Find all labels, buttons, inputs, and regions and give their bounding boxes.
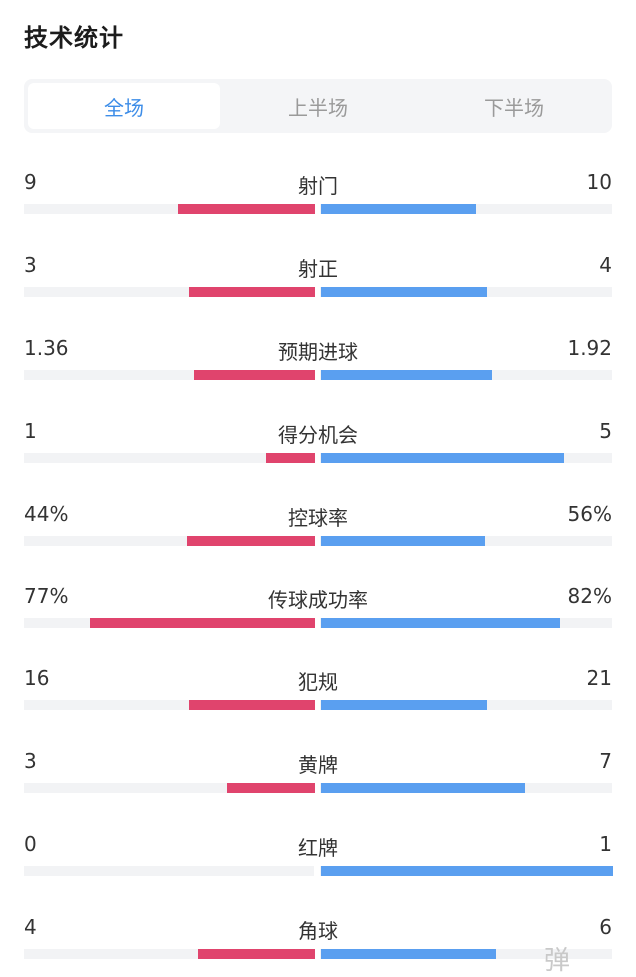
- away-bar: [321, 866, 613, 876]
- stat-row: 9 射门 10: [24, 170, 612, 230]
- home-value: 0: [24, 832, 37, 856]
- away-value: 1.92: [567, 336, 612, 360]
- period-tabs: 全场 上半场 下半场: [24, 79, 612, 133]
- tab-first-half[interactable]: 上半场: [288, 95, 348, 120]
- home-value: 9: [24, 170, 37, 194]
- home-bar: [178, 204, 315, 214]
- stat-label: 角球: [298, 919, 338, 943]
- away-value: 7: [599, 749, 612, 773]
- away-value: 1: [599, 832, 612, 856]
- stat-row: 77% 传球成功率 82%: [24, 584, 612, 644]
- away-bar: [321, 949, 496, 959]
- away-bar: [321, 536, 485, 546]
- stat-row: 1 得分机会 5: [24, 419, 612, 479]
- home-value: 44%: [24, 502, 69, 526]
- home-track: [24, 287, 314, 297]
- home-track: [24, 783, 314, 793]
- tab-second-half[interactable]: 下半场: [484, 95, 544, 120]
- home-value: 3: [24, 749, 37, 773]
- home-value: 3: [24, 253, 37, 277]
- stat-label: 得分机会: [278, 423, 358, 447]
- away-value: 82%: [567, 584, 612, 608]
- away-value: 5: [599, 419, 612, 443]
- stat-label: 控球率: [288, 506, 348, 530]
- away-value: 4: [599, 253, 612, 277]
- home-track: [24, 204, 314, 214]
- away-value: 21: [586, 666, 612, 690]
- away-bar: [321, 618, 560, 628]
- stat-row: 1.36 预期进球 1.92: [24, 336, 612, 396]
- home-track: [24, 949, 314, 959]
- stat-row: 3 射正 4: [24, 253, 612, 313]
- stat-row: 3 黄牌 7: [24, 749, 612, 809]
- home-track: [24, 453, 314, 463]
- home-bar: [189, 287, 315, 297]
- home-track: [24, 370, 314, 380]
- home-track: [24, 866, 314, 876]
- home-value: 16: [24, 666, 50, 690]
- stat-label: 犯规: [298, 670, 338, 694]
- stat-label: 射正: [298, 257, 338, 281]
- page-title: 技术统计: [24, 24, 124, 52]
- stat-label: 传球成功率: [268, 588, 368, 612]
- stat-label: 预期进球: [278, 340, 358, 364]
- home-track: [24, 700, 314, 710]
- stat-row: 16 犯规 21: [24, 666, 612, 726]
- stat-row: 4 角球 6: [24, 915, 612, 975]
- home-value: 77%: [24, 584, 69, 608]
- stat-row: 0 红牌 1: [24, 832, 613, 892]
- home-track: [24, 536, 314, 546]
- home-bar: [187, 536, 315, 546]
- home-bar: [227, 783, 315, 793]
- stat-label: 红牌: [298, 836, 338, 860]
- home-bar: [194, 370, 315, 380]
- stat-label: 射门: [298, 174, 338, 198]
- watermark: 弹: [544, 946, 571, 976]
- away-bar: [321, 287, 487, 297]
- away-value: 10: [586, 170, 612, 194]
- stat-label: 黄牌: [298, 753, 338, 777]
- stat-row: 44% 控球率 56%: [24, 502, 612, 562]
- away-bar: [321, 453, 564, 463]
- home-value: 4: [24, 915, 37, 939]
- home-bar: [198, 949, 315, 959]
- away-bar: [321, 700, 487, 710]
- away-value: 56%: [567, 502, 612, 526]
- tab-full-match[interactable]: 全场: [28, 83, 220, 129]
- home-value: 1: [24, 419, 37, 443]
- home-bar: [90, 618, 315, 628]
- away-bar: [321, 783, 525, 793]
- home-bar: [189, 700, 315, 710]
- home-value: 1.36: [24, 336, 69, 360]
- away-value: 6: [599, 915, 612, 939]
- away-bar: [321, 204, 476, 214]
- away-bar: [321, 370, 492, 380]
- home-bar: [266, 453, 315, 463]
